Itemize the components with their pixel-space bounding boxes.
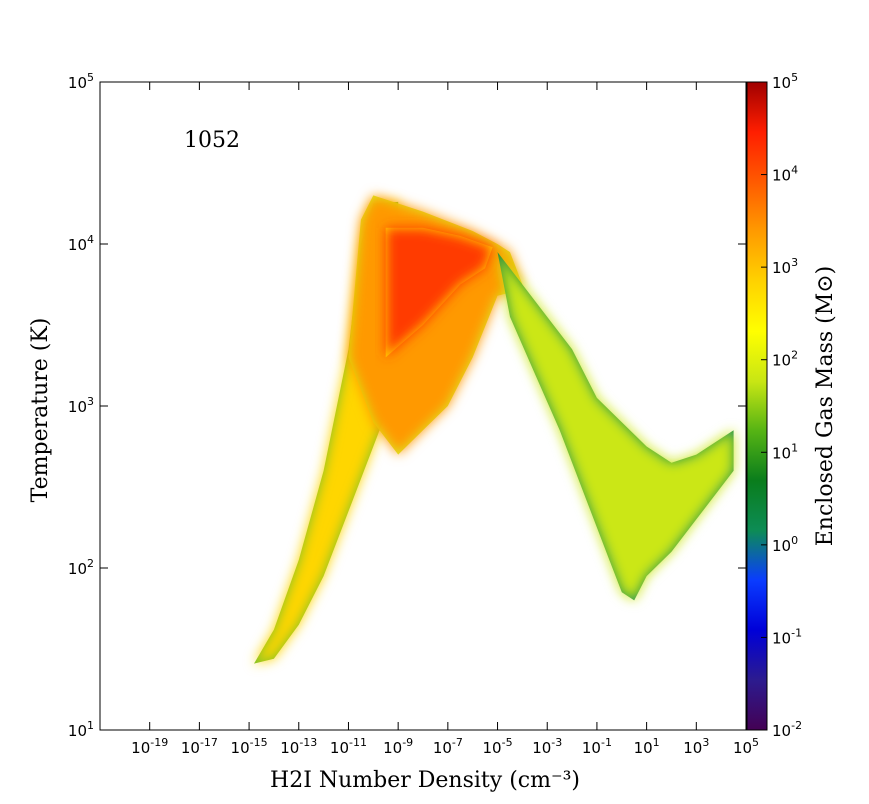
heatmap-regions — [254, 195, 734, 664]
annotation-label: 1052 — [184, 128, 240, 153]
colorbar-tick-label: 101 — [772, 441, 798, 462]
x-tick-label: 10-15 — [231, 736, 268, 757]
y-tick-label: 105 — [68, 71, 94, 92]
colorbar-tick-label: 102 — [772, 349, 798, 370]
x-tick-label: 10-1 — [582, 736, 612, 757]
x-tick-label: 103 — [683, 736, 709, 757]
x-tick-label: 105 — [733, 736, 759, 757]
x-tick-label: 10-11 — [330, 736, 367, 757]
y-axis-label: Temperature (K) — [28, 318, 53, 503]
x-tick-label: 10-17 — [181, 736, 218, 757]
y-axis-ticks: 101 102 103 104 105 — [68, 71, 746, 740]
x-axis-ticks: 10-19 10-17 10-15 10-13 10-11 10-9 10-7 10-5 10-… — [131, 82, 759, 757]
colorbar-ticks: 10-2 10-1 100 101 102 103 104 105 — [761, 71, 802, 740]
heatmap-region-core-hot — [385, 227, 493, 358]
y-tick-label: 104 — [68, 233, 94, 254]
y-tick-label: 101 — [68, 719, 94, 740]
x-axis-label: H2I Number Density (cm⁻³) — [270, 768, 580, 793]
colorbar-tick-label: 10-2 — [772, 719, 802, 740]
y-tick-label: 102 — [68, 557, 94, 578]
x-tick-label: 10-3 — [532, 736, 562, 757]
x-tick-label: 10-19 — [131, 736, 168, 757]
colorbar-tick-label: 105 — [772, 71, 798, 92]
x-tick-label: 10-9 — [383, 736, 413, 757]
heatmap-region-falling-branch — [497, 252, 734, 601]
colorbar-tick-label: 104 — [772, 164, 798, 185]
colorbar-tick-label: 10-1 — [772, 626, 802, 647]
colorbar-tick-label: 103 — [772, 256, 798, 277]
colorbar — [746, 81, 768, 731]
colorbar-tick-label: 100 — [772, 534, 798, 555]
colorbar-label: Enclosed Gas Mass (M⊙) — [813, 266, 838, 547]
x-tick-label: 10-7 — [433, 736, 463, 757]
x-tick-label: 10-13 — [280, 736, 317, 757]
x-tick-label: 101 — [634, 736, 660, 757]
x-tick-label: 10-5 — [483, 736, 513, 757]
y-tick-label: 103 — [68, 395, 94, 416]
